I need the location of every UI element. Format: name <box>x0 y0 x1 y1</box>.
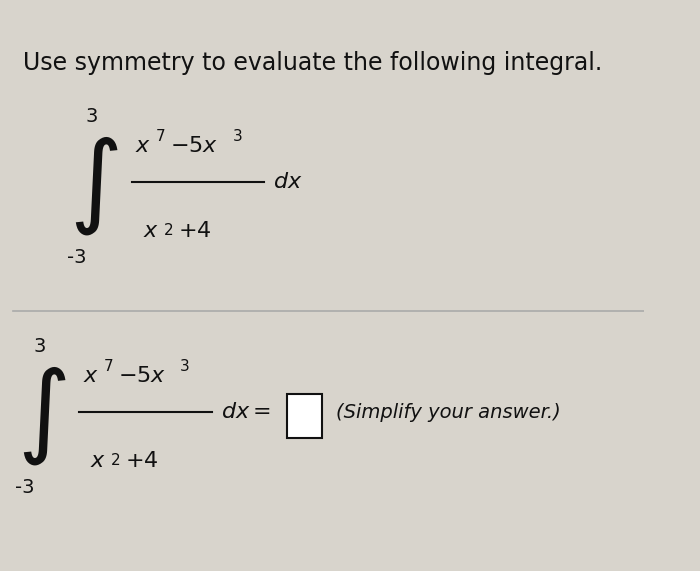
Text: 3: 3 <box>33 337 46 356</box>
Text: $x$: $x$ <box>83 366 99 386</box>
Text: $+4$: $+4$ <box>125 451 159 471</box>
Text: Use symmetry to evaluate the following integral.: Use symmetry to evaluate the following i… <box>23 51 602 75</box>
Text: -3: -3 <box>67 248 87 267</box>
Text: $dx$: $dx$ <box>273 172 302 192</box>
Text: $\int$: $\int$ <box>69 135 118 238</box>
Text: 3: 3 <box>85 107 98 126</box>
Text: $x$: $x$ <box>90 451 106 471</box>
Text: $3$: $3$ <box>179 358 190 374</box>
Text: $2$: $2$ <box>163 222 173 238</box>
Text: $- 5x$: $- 5x$ <box>118 366 166 386</box>
Text: $x$: $x$ <box>135 136 151 156</box>
Text: -3: -3 <box>15 478 34 497</box>
Text: $\int$: $\int$ <box>17 364 66 468</box>
Text: $7$: $7$ <box>155 128 166 144</box>
Text: $x$: $x$ <box>143 221 158 241</box>
Text: $2$: $2$ <box>111 452 120 468</box>
Text: $- 5x$: $- 5x$ <box>170 136 218 156</box>
FancyBboxPatch shape <box>287 394 322 438</box>
Text: $7$: $7$ <box>103 358 113 374</box>
Text: $dx =$: $dx =$ <box>220 402 271 422</box>
Text: $3$: $3$ <box>232 128 242 144</box>
Text: (Simplify your answer.): (Simplify your answer.) <box>336 403 561 421</box>
Text: $+4$: $+4$ <box>178 221 211 241</box>
